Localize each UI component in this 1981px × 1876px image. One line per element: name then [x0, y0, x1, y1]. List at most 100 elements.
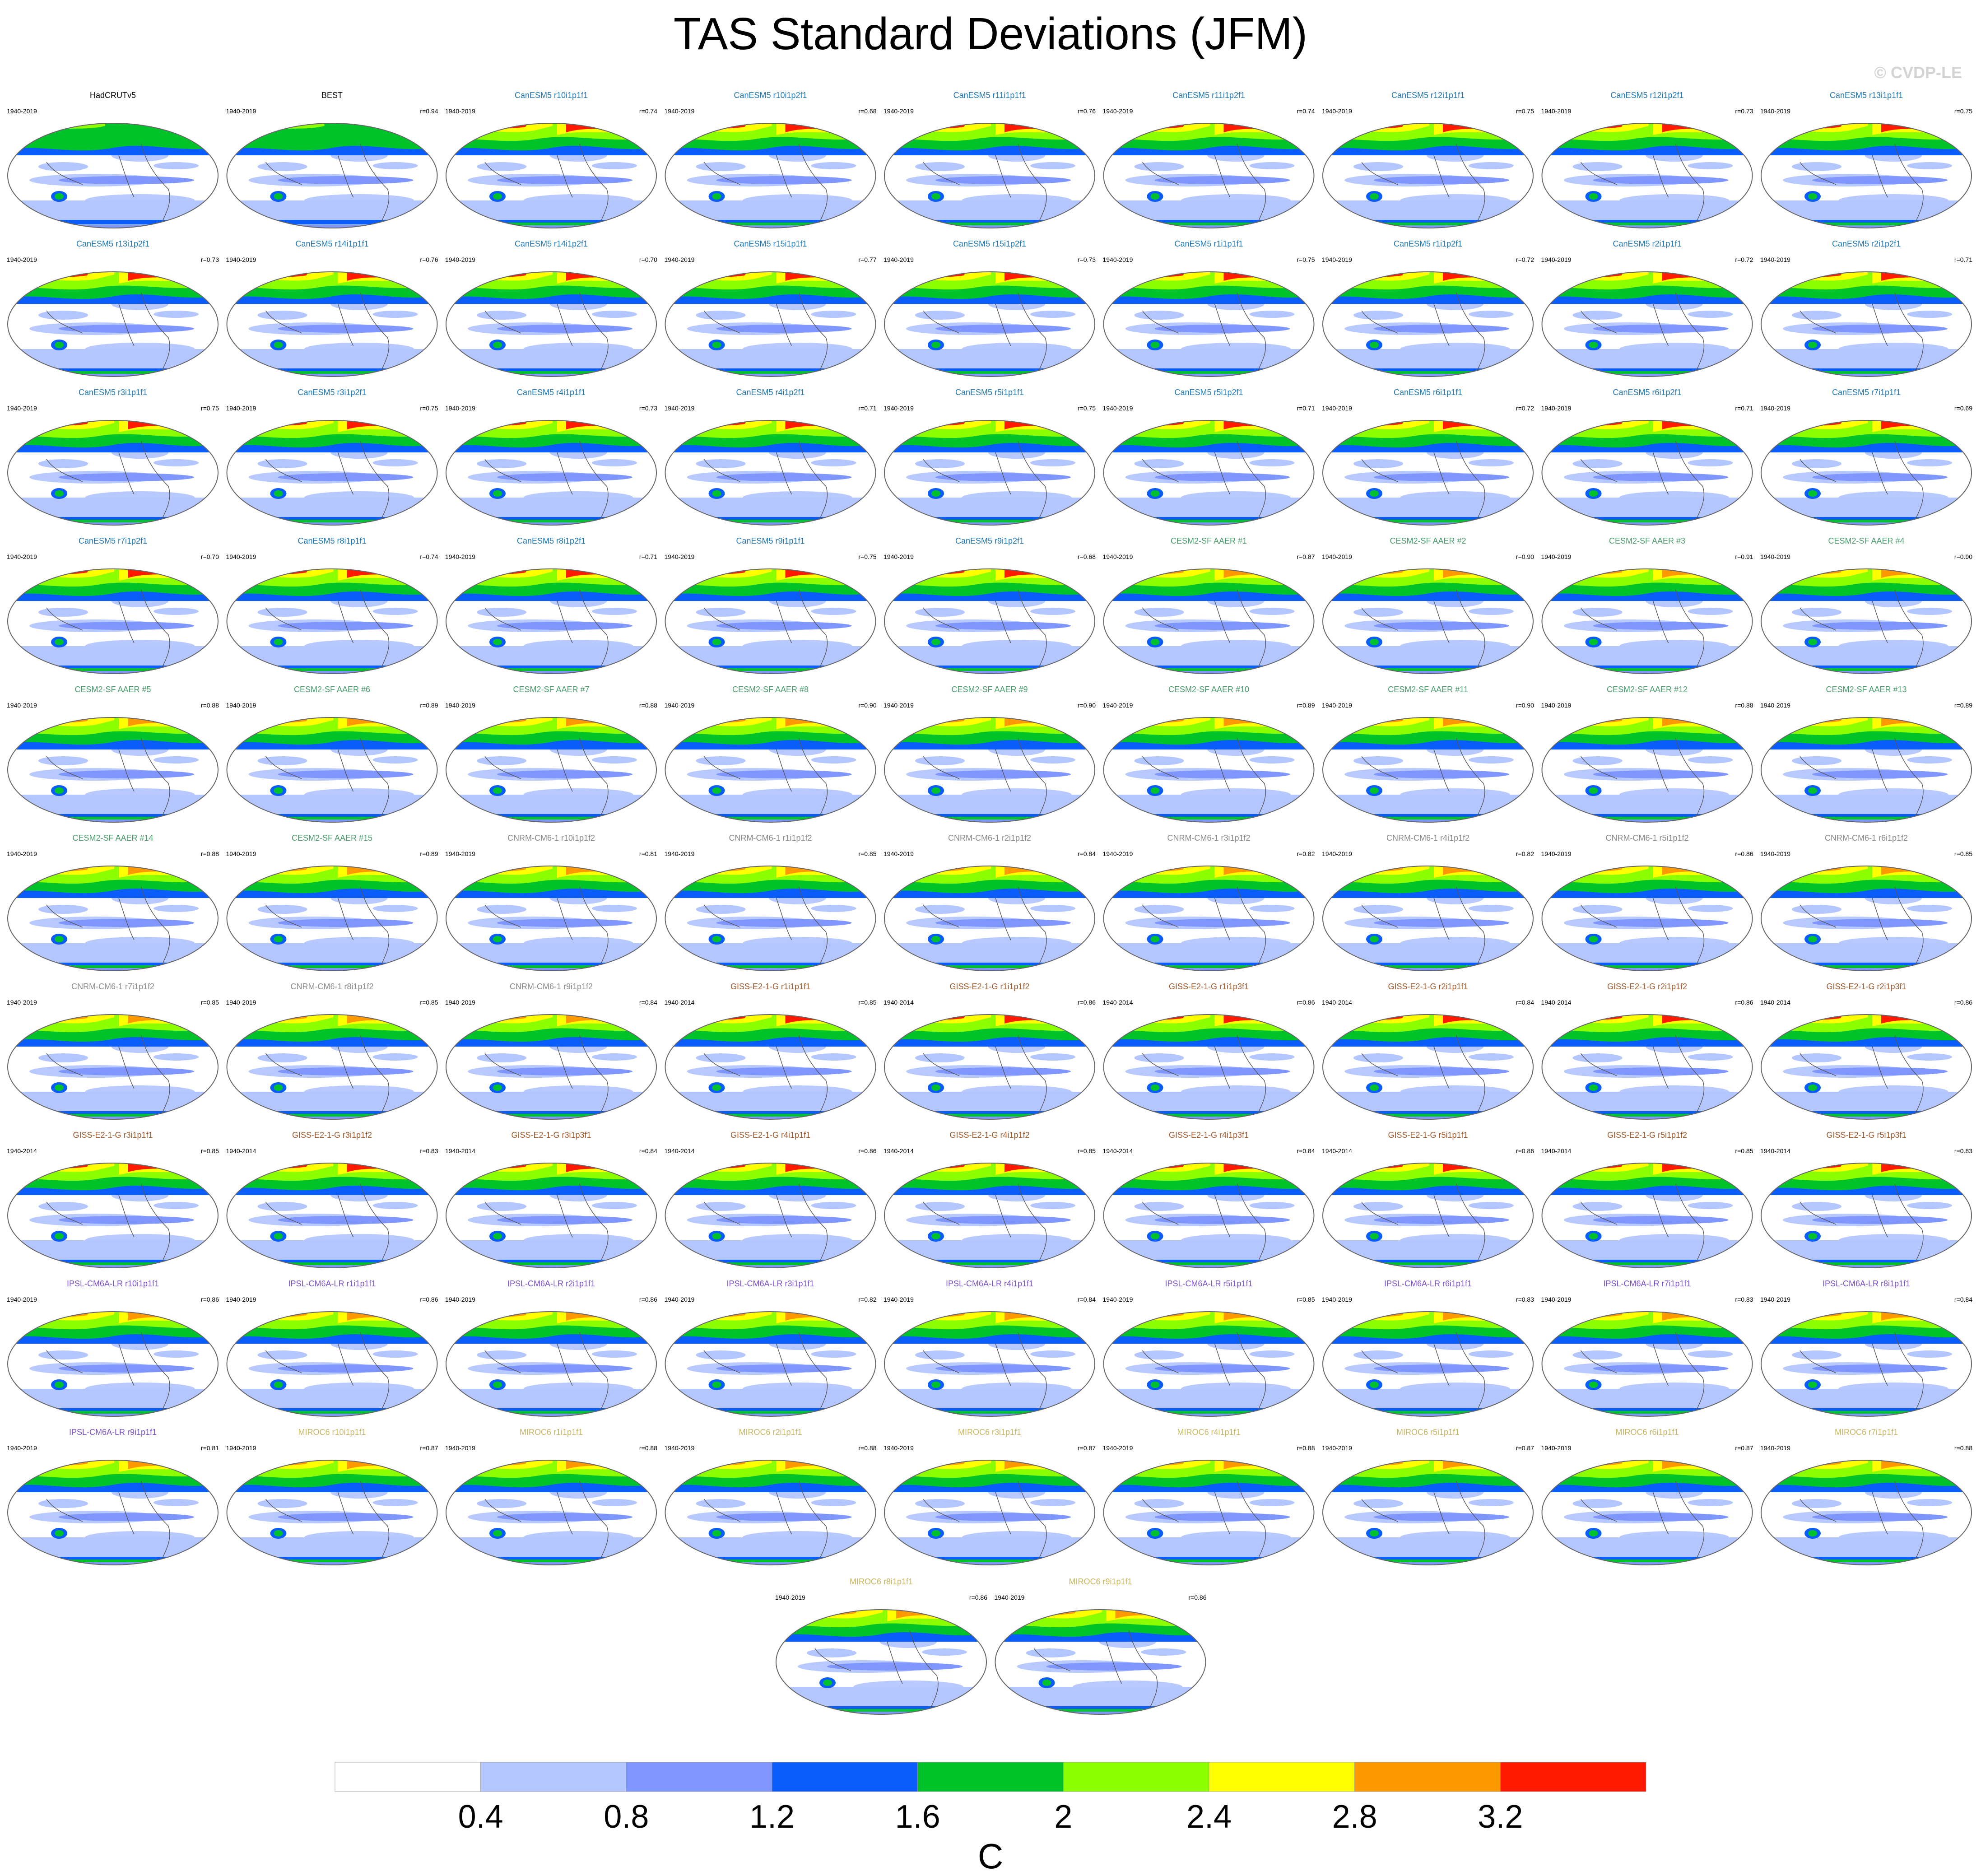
- panel-period: 1940-2019: [1541, 850, 1572, 857]
- panel-correlation: r=0.90: [1078, 702, 1096, 709]
- panel-correlation: r=0.76: [420, 256, 438, 263]
- panel-correlation: r=0.86: [420, 1296, 438, 1303]
- panel-period: 1940-2019: [665, 1296, 695, 1303]
- panel-map: [665, 1311, 876, 1417]
- panel-title: GISS-E2-1-G r5i1p3f1: [1826, 1131, 1906, 1140]
- map-panel: IPSL-CM6A-LR r3i1p1f1 1940-2019 r=0.82: [665, 1279, 877, 1417]
- panel-correlation: r=0.86: [639, 1296, 657, 1303]
- panel-period: 1940-2019: [1103, 1296, 1133, 1303]
- panel-period: 1940-2019: [1541, 702, 1572, 709]
- panel-correlation: r=0.85: [420, 999, 438, 1006]
- panel-period: 1940-2019: [1541, 107, 1572, 115]
- panel-title: IPSL-CM6A-LR r7i1p1f1: [1603, 1279, 1691, 1288]
- panel-map: [226, 123, 438, 228]
- panel-title: CNRM-CM6-1 r8i1p1f2: [290, 982, 373, 991]
- panel-correlation: r=0.88: [1297, 1444, 1315, 1452]
- panel-title: CNRM-CM6-1 r3i1p1f2: [1167, 833, 1250, 843]
- panel-title: CESM2-SF AAER #7: [513, 685, 589, 694]
- map-panel: IPSL-CM6A-LR r10i1p1f1 1940-2019 r=0.86: [7, 1279, 219, 1417]
- panel-correlation: r=0.82: [1516, 850, 1534, 857]
- panel-title: CNRM-CM6-1 r9i1p1f2: [510, 982, 593, 991]
- panel-title: CESM2-SF AAER #8: [732, 685, 809, 694]
- map-panel: CNRM-CM6-1 r5i1p1f2 1940-2019 r=0.86: [1541, 833, 1753, 971]
- panel-map: [1103, 123, 1315, 228]
- panel-title: MIROC6 r5i1p1f1: [1396, 1428, 1460, 1437]
- panel-period: 1940-2014: [884, 999, 914, 1006]
- page-title: TAS Standard Deviations (JFM): [673, 9, 1308, 59]
- panel-period: 1940-2019: [7, 1296, 37, 1303]
- panel-map: [446, 717, 657, 823]
- panel-correlation: r=0.86: [1516, 1147, 1534, 1154]
- map-panel: CESM2-SF AAER #6 1940-2019 r=0.89: [226, 685, 438, 823]
- panel-period: 1940-2019: [7, 850, 37, 857]
- panel-title: IPSL-CM6A-LR r3i1p1f1: [726, 1279, 814, 1288]
- panel-period: 1940-2019: [7, 1444, 37, 1452]
- colorbar-swatch: [1063, 1762, 1209, 1792]
- panel-title: MIROC6 r1i1p1f1: [520, 1428, 583, 1437]
- panel-title: IPSL-CM6A-LR r10i1p1f1: [67, 1279, 159, 1288]
- panel-correlation: r=0.75: [1297, 256, 1315, 263]
- panel-period: 1940-2019: [7, 107, 37, 115]
- map-panel: CESM2-SF AAER #10 1940-2019 r=0.89: [1103, 685, 1315, 823]
- panel-title: IPSL-CM6A-LR r4i1p1f1: [946, 1279, 1033, 1288]
- panel-map: [1322, 1014, 1534, 1120]
- panel-period: 1940-2019: [1322, 405, 1352, 412]
- panel-period: 1940-2014: [445, 1147, 475, 1154]
- panel-correlation: r=0.86: [1735, 850, 1753, 857]
- panel-correlation: r=0.84: [1078, 1296, 1096, 1303]
- panel-title: GISS-E2-1-G r4i1p1f2: [949, 1131, 1029, 1140]
- panel-correlation: r=0.90: [1516, 702, 1534, 709]
- panel-title: CESM2-SF AAER #3: [1609, 536, 1685, 545]
- panel-title: CanESM5 r2i1p2f1: [1832, 239, 1901, 248]
- panel-correlation: r=0.75: [201, 405, 219, 412]
- panel-title: CanESM5 r12i1p2f1: [1610, 91, 1683, 100]
- map-panel: CESM2-SF AAER #7 1940-2019 r=0.88: [445, 685, 657, 823]
- panel-period: 1940-2019: [7, 553, 37, 560]
- panel-title: CESM2-SF AAER #9: [951, 685, 1028, 694]
- panel-title: CanESM5 r6i1p2f1: [1613, 388, 1681, 397]
- panel-correlation: r=0.74: [420, 553, 438, 560]
- panel-title: MIROC6 r2i1p1f1: [739, 1428, 802, 1437]
- panel-period: 1940-2019: [445, 1444, 475, 1452]
- panel-title: GISS-E2-1-G r2i1p3f1: [1826, 982, 1906, 991]
- panel-title: CESM2-SF AAER #10: [1168, 685, 1249, 694]
- panel-correlation: r=0.70: [201, 553, 219, 560]
- panel-title: CNRM-CM6-1 r10i1p1f2: [507, 833, 595, 843]
- panel-title: CanESM5 r9i1p2f1: [955, 536, 1024, 545]
- panel-map: [665, 1460, 876, 1565]
- panel-correlation: r=0.75: [1516, 107, 1534, 115]
- colorbar-swatch: [917, 1762, 1064, 1792]
- panel-period: 1940-2019: [445, 999, 475, 1006]
- panel-title: GISS-E2-1-G r3i1p1f2: [292, 1131, 372, 1140]
- panel-correlation: r=0.71: [1954, 256, 1972, 263]
- panel-title: CanESM5 r13i1p2f1: [76, 239, 149, 248]
- panel-correlation: r=0.82: [1297, 850, 1315, 857]
- panel-period: 1940-2014: [1541, 1147, 1572, 1154]
- panel-correlation: r=0.86: [969, 1594, 987, 1601]
- panel-correlation: r=0.69: [1954, 405, 1972, 412]
- panel-title: BEST: [321, 91, 343, 100]
- panel-period: 1940-2019: [226, 107, 256, 115]
- map-panel: CanESM5 r6i1p1f1 1940-2019 r=0.72: [1322, 388, 1534, 526]
- panel-correlation: r=0.86: [1188, 1594, 1206, 1601]
- panel-title: CNRM-CM6-1 r7i1p1f2: [71, 982, 154, 991]
- panel-correlation: r=0.85: [1954, 850, 1972, 857]
- panel-correlation: r=0.86: [1735, 999, 1753, 1006]
- panel-title: CanESM5 r1i1p2f1: [1394, 239, 1462, 248]
- panel-correlation: r=0.76: [1078, 107, 1096, 115]
- panel-correlation: r=0.84: [1516, 999, 1534, 1006]
- panel-period: 1940-2019: [884, 405, 914, 412]
- panel-correlation: r=0.77: [858, 256, 876, 263]
- panel-correlation: r=0.90: [858, 702, 876, 709]
- map-panel: CanESM5 r11i1p2f1 1940-2019 r=0.74: [1103, 91, 1315, 228]
- panel-map: [226, 717, 438, 823]
- panel-title: CanESM5 r6i1p1f1: [1394, 388, 1462, 397]
- panel-title: CESM2-SF AAER #5: [74, 685, 151, 694]
- panel-period: 1940-2019: [884, 107, 914, 115]
- map-panel: CanESM5 r15i1p1f1 1940-2019 r=0.77: [665, 239, 877, 377]
- panel-period: 1940-2014: [884, 1147, 914, 1154]
- panel-title: GISS-E2-1-G r2i1p1f2: [1607, 982, 1687, 991]
- panel-correlation: r=0.85: [1078, 1147, 1096, 1154]
- panel-period: 1940-2019: [7, 999, 37, 1006]
- panel-correlation: r=0.73: [639, 405, 657, 412]
